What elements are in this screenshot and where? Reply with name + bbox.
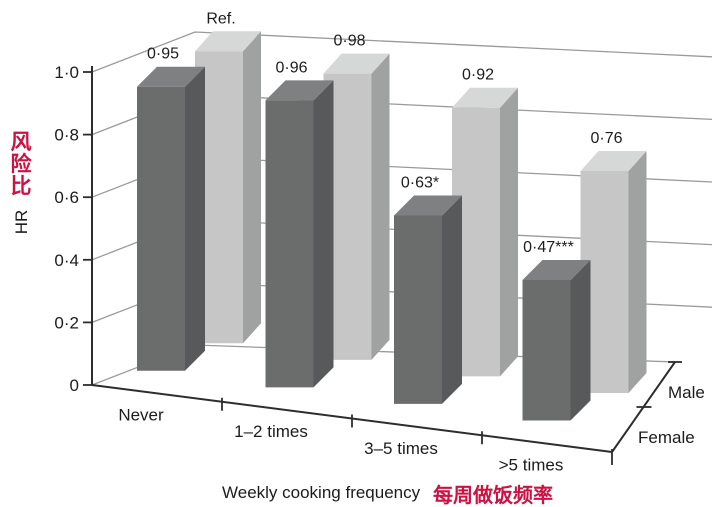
bar-value-label-male-5-times: 0·76 [590,130,622,147]
y-axis-tick-label: 0·8 [54,126,79,145]
category-label-never: Never [118,405,164,424]
bar-male-never [195,31,261,344]
bar-top-face [580,151,647,172]
y-axis-tick-label: 1·0 [54,63,79,82]
bar-value-label-male-1-2-times: 0·98 [333,33,365,50]
bar-front-face [195,51,243,344]
category-label-3-5-times: 3–5 times [364,439,438,458]
bar-front-face [452,107,500,377]
bar-front-face [265,100,314,388]
bar-value-label-female-never: 0·95 [147,46,179,63]
bar-side-face [500,87,518,377]
bar-top-face [265,80,334,101]
bar-value-label-female-5-times: 0·47*** [523,239,574,256]
depth-label-female: Female [638,428,695,447]
bar-value-label-female-1-2-times: 0·96 [275,59,307,76]
bar-male-3-5-times [452,87,518,377]
bar-side-face [371,53,390,360]
bar-male-5-times [580,151,647,393]
bar-female-1-2-times [265,80,334,388]
gridline-1·0 [91,31,713,73]
category-label-1-2-times: 1–2 times [234,422,308,441]
bar-female-3-5-times [394,195,462,404]
bar-front-face [323,73,372,360]
bar-top-face [137,66,205,87]
y-axis-tick-label: 0·4 [54,251,79,270]
bar-front-face [580,171,629,393]
bar-top-face [323,53,390,74]
bar-value-label-female-3-5-times: 0·63* [401,175,439,192]
bar-front-face [137,86,185,371]
depth-label-male: Male [668,383,705,402]
y-axis-tick-label: 0·2 [54,313,79,332]
y-axis-title: HR [12,209,31,235]
bar-value-label-male-3-5-times: 0·92 [462,67,494,84]
bar-side-face [185,66,205,371]
category-label-5-times: >5 times [499,456,564,475]
y-axis-tick-label: 0·6 [54,188,79,207]
bar-value-label-male-never: Ref. [206,10,235,27]
bar-female-5-times [522,259,591,421]
bar-front-face [522,279,571,421]
bar-top-face [522,259,591,280]
bar-top-face [195,31,261,52]
bar-side-face [570,259,591,421]
bar-side-face [628,151,647,393]
bar-side-face [243,31,261,344]
bar-top-face [394,195,462,216]
y-axis-tick-label: 0 [70,376,79,395]
x-axis-title: Weekly cooking frequency [222,483,421,502]
bar-female-never [137,66,205,371]
bar-top-face [452,87,518,108]
bar-side-face [313,80,334,388]
bar-side-face [442,195,462,404]
bar-front-face [394,215,442,404]
bar-male-1-2-times [323,53,390,360]
x-axis-title-chinese: 每周做饭频率 [433,485,553,507]
y-axis-title-chinese: 风险比 [10,131,32,198]
